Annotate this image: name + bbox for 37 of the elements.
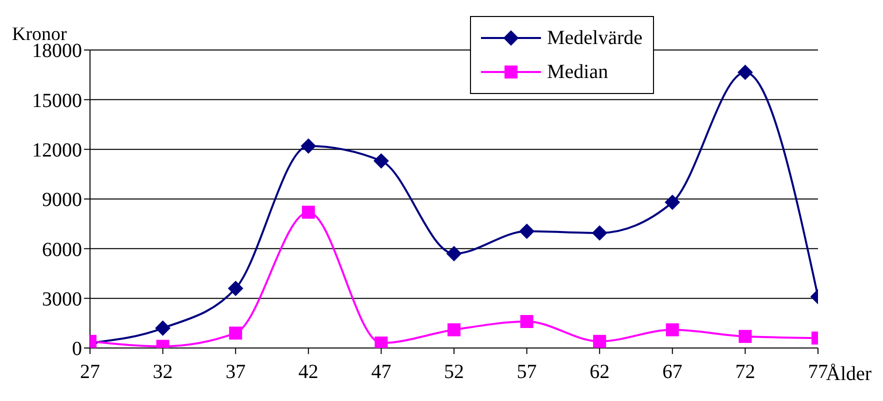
point [738,64,753,80]
point [666,323,679,336]
point [592,225,608,240]
y-tick-label: 6000 [42,238,82,261]
x-tick-label: 72 [735,361,756,384]
point [519,224,534,239]
x-tick-label: 77 [808,361,828,384]
y-tick-label: 3000 [42,288,82,310]
point [448,323,460,336]
x-tick-label: 42 [298,361,318,384]
x-tick-label: 27 [80,361,100,384]
point [593,334,606,348]
y-tick-label: 9000 [42,189,82,212]
x-tick-label: 47 [371,361,392,384]
point [229,326,242,340]
point [738,330,752,343]
point [374,336,388,348]
point [374,153,389,168]
point [300,138,316,154]
point [520,315,534,328]
y-tick-label: 0 [72,338,82,360]
legend-label: Median [547,60,608,84]
x-tick-label: 37 [226,361,246,384]
x-tick-label: 62 [590,361,610,384]
y-tick-label: 12000 [32,139,82,162]
point [302,206,315,219]
point [446,246,462,262]
x-axis-title: Ålder [826,363,872,386]
point [155,320,170,336]
point [228,280,244,296]
x-tick-label: 32 [152,361,173,384]
x-tick-label: 57 [516,361,537,384]
legend-label: Medelvärde [547,26,643,50]
x-tick-label: 67 [662,361,682,384]
point [664,194,680,210]
x-tick-label: 52 [444,361,464,384]
y-tick-label: 15000 [32,90,82,112]
